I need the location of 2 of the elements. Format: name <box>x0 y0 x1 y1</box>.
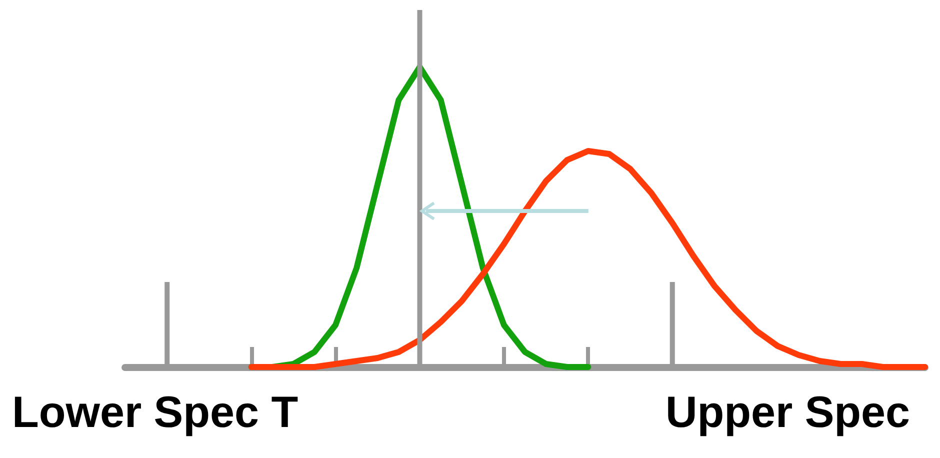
text: Upper Spec <box>665 388 910 438</box>
text: Lower Spec T <box>12 388 298 438</box>
